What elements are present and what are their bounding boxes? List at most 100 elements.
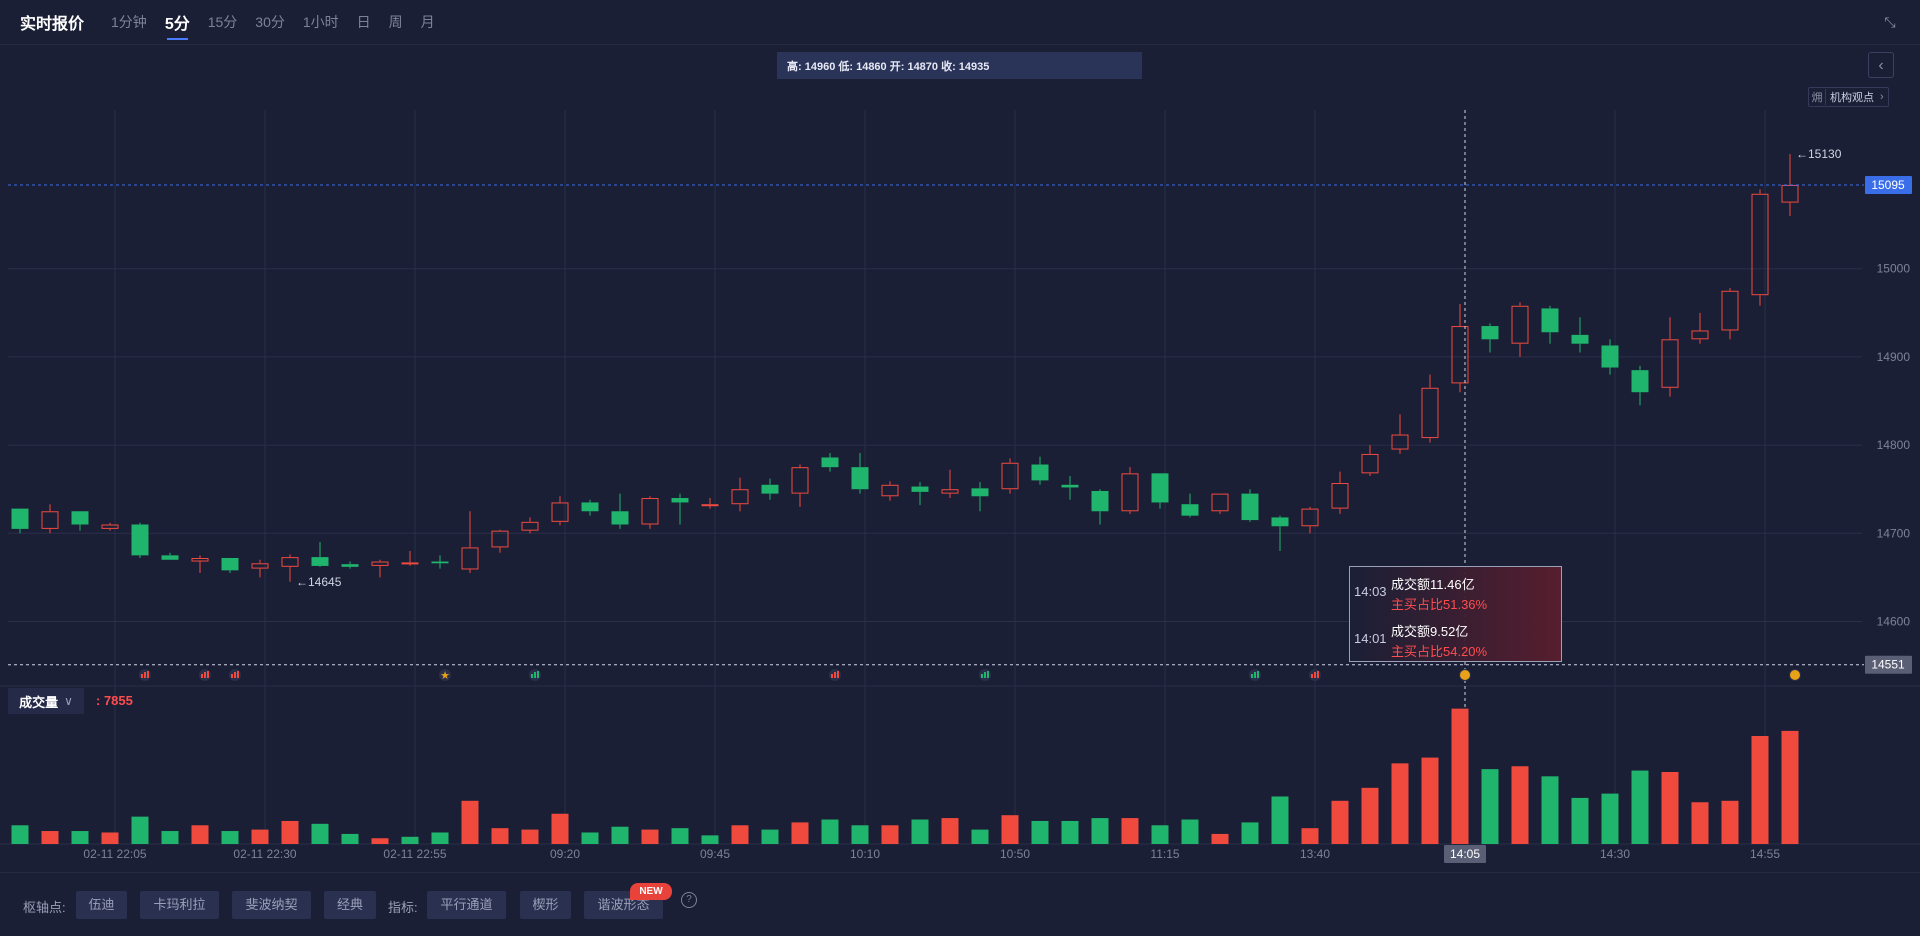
bar-icon: [531, 674, 533, 678]
tab-1hour[interactable]: 1小时: [302, 14, 339, 30]
chevron-down-icon: ∨: [64, 694, 73, 708]
bar-icon: [204, 672, 206, 678]
candle: [161, 552, 179, 560]
candle: [671, 493, 689, 525]
event-marker-icon: [1309, 669, 1321, 681]
collapse-icon[interactable]: ⤡: [1884, 14, 1896, 30]
volume-bar: [761, 829, 779, 844]
tab-15min[interactable]: 15分: [207, 14, 238, 30]
price-tick-label: 14900: [1877, 350, 1911, 364]
volume-bar: [41, 831, 59, 844]
candle-body: [1721, 290, 1739, 331]
tab-month[interactable]: 月: [420, 14, 435, 30]
institution-view-button[interactable]: 㶲 机构观点 ›: [1808, 87, 1889, 107]
candle-body: [1361, 453, 1379, 474]
candle: [1511, 302, 1529, 357]
volume-bar: [851, 825, 869, 844]
volume-bars: [11, 708, 1799, 844]
pivot-camarilla-button[interactable]: 卡玛利拉: [140, 891, 219, 919]
volume-bar: [821, 819, 839, 844]
volume-bar: [1571, 797, 1589, 844]
candle-body: [761, 484, 779, 494]
event-marker-icon: [829, 669, 841, 681]
volume-value: : 7855: [96, 693, 133, 708]
tab-day[interactable]: 日: [356, 14, 371, 30]
candle: [491, 529, 509, 553]
current-price-label: 15095: [1871, 178, 1905, 192]
candle: [1061, 475, 1079, 500]
event-marker-icon: [529, 669, 541, 681]
time-tick-label: 09:20: [550, 847, 580, 861]
top-bar: 实时报价 1分钟 5分 15分 30分 1小时 日 周 月 ⤡: [0, 0, 1920, 45]
candle: [1481, 323, 1499, 353]
tab-30min[interactable]: 30分: [255, 14, 285, 30]
volume-indicator-select[interactable]: 成交量 ∨: [8, 688, 84, 714]
candle: [1241, 489, 1259, 522]
candle: [221, 558, 239, 573]
wedge-button[interactable]: 楔形: [520, 891, 571, 919]
candle-body: [641, 498, 659, 525]
candle-body: [461, 547, 479, 570]
candle: [311, 542, 329, 567]
star-icon: ★: [440, 670, 450, 682]
time-tick-label: 14:30: [1600, 847, 1630, 861]
candle-body: [431, 561, 449, 564]
candle-body: [251, 563, 269, 569]
parallel-channel-button[interactable]: 平行通道: [427, 891, 506, 919]
tab-5min[interactable]: 5分: [165, 10, 190, 40]
candle-body: [1241, 493, 1259, 521]
chevron-right-icon: ›: [1880, 91, 1884, 103]
volume-bar: [1091, 818, 1109, 844]
volume-bar: [611, 826, 629, 844]
candle: [761, 478, 779, 500]
candle-body: [191, 558, 209, 562]
tooltip-time: 14:03: [1354, 584, 1387, 599]
tab-1min[interactable]: 1分钟: [111, 14, 147, 30]
volume-bar: [1271, 796, 1289, 844]
candle: [851, 453, 869, 494]
volume-bar: [461, 800, 479, 844]
bar-icon: [987, 671, 989, 678]
candle-body: [1271, 517, 1289, 527]
event-marker-icon: [1249, 669, 1261, 681]
candle-body: [551, 502, 569, 522]
candle-body: [101, 524, 119, 529]
candle-body: [791, 467, 809, 494]
candle: [1031, 456, 1049, 485]
help-icon[interactable]: ?: [681, 892, 697, 908]
pivot-fibonacci-button[interactable]: 斐波纳契: [232, 891, 311, 919]
candle-body: [311, 557, 329, 566]
time-tick-label: 02-11 22:55: [383, 847, 446, 861]
chevron-left-icon[interactable]: ‹: [1868, 52, 1894, 78]
tab-week[interactable]: 周: [388, 14, 403, 30]
candle: [101, 522, 119, 531]
bar-icon: [837, 671, 839, 678]
pivot-classic-button[interactable]: 经典: [324, 891, 376, 919]
event-marker-bg: [439, 669, 451, 681]
price-annotation: ←15130: [1796, 147, 1842, 161]
candle: [371, 559, 389, 578]
candle: [1001, 458, 1019, 494]
candle: [1781, 154, 1799, 216]
volume-bar: [341, 833, 359, 844]
tooltip-time: 14:01: [1354, 631, 1387, 646]
volume-bar: [521, 829, 539, 844]
candle-body: [491, 530, 509, 548]
bottom-toolbar: 枢轴点: 伍迪 卡玛利拉 斐波纳契 经典 指标: 平行通道 楔形 谐波形态 NE…: [0, 872, 1920, 936]
bar-icon: [1257, 671, 1259, 678]
pivot-woodie-button[interactable]: 伍迪: [76, 891, 127, 919]
volume-bar: [1121, 818, 1139, 844]
time-tick-label: 09:45: [700, 847, 730, 861]
candle: [1421, 374, 1439, 443]
volume-bar: [1211, 833, 1229, 844]
volume-bar: [11, 825, 29, 844]
volume-bar: [71, 831, 89, 844]
candle-body: [1661, 339, 1679, 388]
event-marker-icon: ★: [439, 669, 451, 682]
candle-body: [701, 504, 719, 507]
volume-bar: [401, 836, 419, 844]
candle: [821, 453, 839, 472]
volume-bar: [1721, 800, 1739, 844]
candle-body: [911, 486, 929, 492]
